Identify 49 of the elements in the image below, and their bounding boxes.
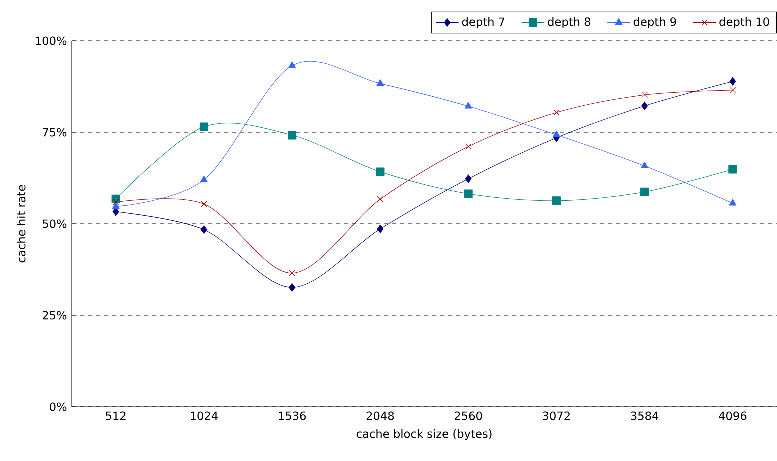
- point: [200, 226, 208, 234]
- legend-label: depth 10: [720, 17, 770, 28]
- point: [465, 174, 472, 184]
- y-tick-label: 50%: [42, 220, 67, 228]
- point: [377, 196, 384, 203]
- point: [376, 80, 384, 86]
- point: [464, 190, 473, 198]
- x-tick-label: 512: [106, 412, 126, 420]
- x-tick-label: 2560: [454, 412, 482, 420]
- point: [464, 102, 472, 109]
- legend-label: depth 9: [634, 17, 676, 28]
- point: [730, 87, 736, 94]
- point: [288, 131, 297, 140]
- point: [554, 110, 560, 116]
- x-tick-label: 3072: [543, 412, 570, 420]
- point: [642, 92, 648, 98]
- point: [729, 199, 737, 206]
- point: [730, 77, 736, 86]
- point: [641, 162, 649, 168]
- point: [289, 283, 296, 292]
- x-tick-label: 4096: [719, 412, 747, 420]
- point: [376, 168, 385, 176]
- point: [640, 188, 650, 196]
- point: [552, 130, 560, 138]
- legend-label: depth 8: [548, 17, 591, 28]
- point: [377, 224, 384, 234]
- y-tick-label: 100%: [36, 36, 67, 46]
- y-tick-label: 25%: [42, 311, 67, 320]
- point: [200, 176, 208, 182]
- point: [201, 201, 208, 208]
- y-tick-label: 0%: [50, 402, 67, 412]
- y-tick-label: 75%: [43, 128, 67, 137]
- point: [728, 165, 738, 174]
- point: [112, 194, 120, 204]
- point: [552, 196, 561, 206]
- x-tick-label: 3584: [631, 412, 659, 420]
- legend-label: depth 7: [462, 17, 505, 28]
- point: [112, 199, 120, 206]
- x-tick-label: 1536: [279, 412, 306, 420]
- point: [289, 270, 296, 277]
- y-axis-title: cache hit rate: [16, 185, 26, 263]
- point: [288, 62, 296, 68]
- x-tick-label: 2048: [366, 412, 394, 420]
- x-tick-label: 1024: [191, 412, 218, 420]
- x-axis-title: cache block size (bytes): [356, 429, 492, 440]
- point: [465, 144, 472, 150]
- point: [112, 202, 120, 210]
- point: [642, 102, 648, 110]
- point: [200, 122, 208, 132]
